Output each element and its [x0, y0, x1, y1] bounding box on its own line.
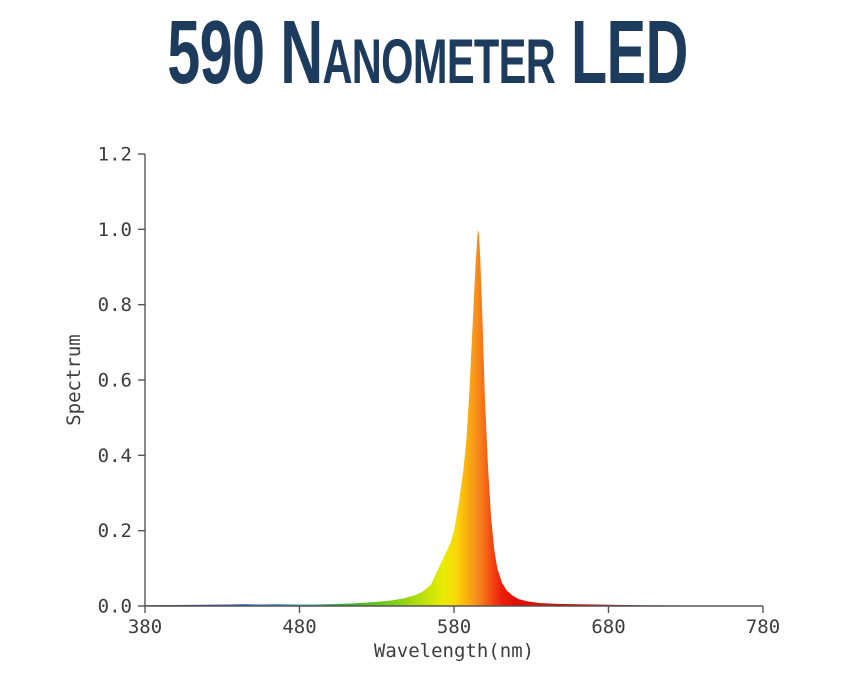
x-axis-label: Wavelength(nm) [374, 640, 534, 662]
y-tick-label: 0.2 [98, 520, 132, 542]
y-tick-label: 1.0 [98, 219, 132, 241]
x-tick-label: 680 [591, 616, 625, 638]
y-tick-label: 1.2 [98, 144, 132, 166]
x-tick-label: 780 [746, 616, 780, 638]
axes: 380 480 580 680 780 0.0 0.2 0.4 0.6 0.8 1.0 1.2 [98, 144, 780, 639]
x-tick-label: 580 [437, 616, 471, 638]
y-tick-label: 0.8 [98, 294, 132, 316]
y-axis-label: Spectrum [63, 334, 85, 426]
x-tick-label: 480 [282, 616, 316, 638]
x-tick-label: 380 [128, 616, 162, 638]
y-tick-label: 0.4 [98, 445, 132, 467]
spectrum-curve [145, 229, 763, 607]
page-title: 590 Nanometer LED [167, 3, 688, 103]
y-tick-label: 0.0 [98, 596, 132, 618]
y-tick-label: 0.6 [98, 370, 132, 392]
